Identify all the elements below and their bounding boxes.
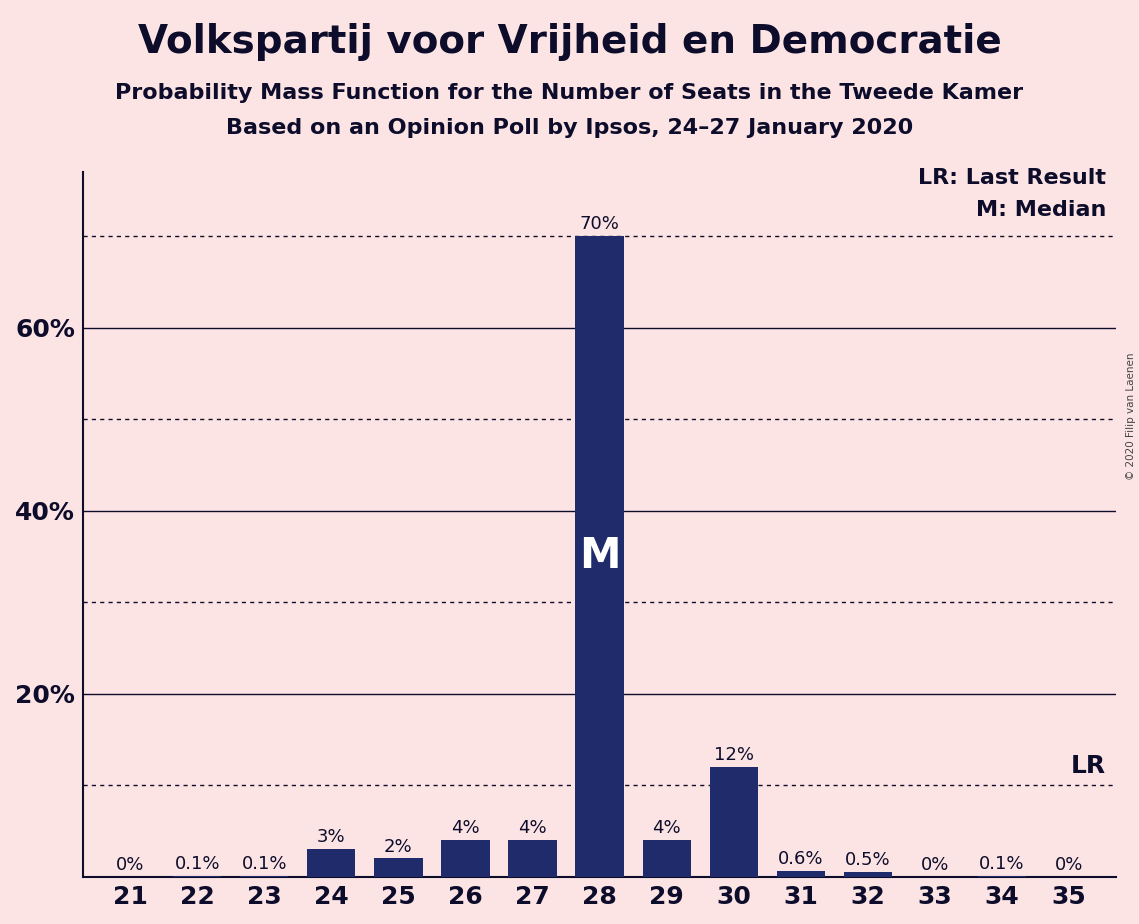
Text: 0.6%: 0.6% [778,850,823,869]
Bar [575,237,624,877]
Bar [508,840,557,877]
Text: 0%: 0% [116,856,145,874]
Text: 3%: 3% [317,829,345,846]
Text: LR: Last Result: LR: Last Result [918,167,1106,188]
Text: 0.5%: 0.5% [845,851,891,869]
Text: M: Median: M: Median [976,200,1106,220]
Bar [441,840,490,877]
Text: 70%: 70% [580,215,620,234]
Text: 0%: 0% [1055,856,1083,874]
Text: LR: LR [1071,754,1106,778]
Text: © 2020 Filip van Laenen: © 2020 Filip van Laenen [1126,352,1136,480]
Text: 0%: 0% [920,856,949,874]
Bar [375,858,423,877]
Text: Probability Mass Function for the Number of Seats in the Tweede Kamer: Probability Mass Function for the Number… [115,83,1024,103]
Bar [642,840,691,877]
Text: Based on an Opinion Poll by Ipsos, 24–27 January 2020: Based on an Opinion Poll by Ipsos, 24–27… [226,118,913,139]
Bar [710,767,757,877]
Text: Volkspartij voor Vrijheid en Democratie: Volkspartij voor Vrijheid en Democratie [138,23,1001,61]
Text: 2%: 2% [384,838,412,856]
Text: 0.1%: 0.1% [241,855,287,873]
Bar [308,849,355,877]
Text: 4%: 4% [653,820,681,837]
Bar [844,872,892,877]
Text: 4%: 4% [451,820,480,837]
Text: M: M [579,535,621,578]
Bar [777,871,825,877]
Text: 0.1%: 0.1% [174,855,220,873]
Text: 12%: 12% [714,746,754,764]
Text: 4%: 4% [518,820,547,837]
Text: 0.1%: 0.1% [980,855,1025,873]
